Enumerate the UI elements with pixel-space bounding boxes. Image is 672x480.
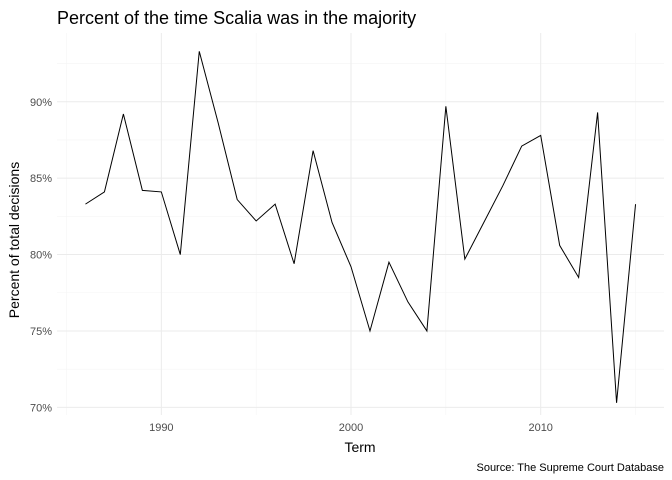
- data-point: [199, 51, 200, 52]
- data-point: [350, 266, 351, 267]
- data-point: [331, 222, 332, 223]
- data-point: [237, 199, 238, 200]
- data-point: [578, 277, 579, 278]
- data-point: [426, 330, 427, 331]
- data-point: [218, 123, 219, 124]
- y-tick-label: 75%: [30, 326, 52, 338]
- data-point: [104, 191, 105, 192]
- data-point: [483, 222, 484, 223]
- chart-title: Percent of the time Scalia was in the ma…: [57, 8, 416, 28]
- y-axis-ticks: 70% 75% 80% 85% 90%: [30, 97, 52, 415]
- data-point: [161, 191, 162, 192]
- data-point: [85, 204, 86, 205]
- chart-caption: Source: The Supreme Court Database: [476, 462, 664, 474]
- y-tick-label: 90%: [30, 97, 52, 109]
- x-tick-label: 2000: [339, 422, 363, 434]
- data-point: [445, 106, 446, 107]
- data-points: [85, 51, 636, 404]
- y-axis-title: Percent of total decisions: [6, 162, 22, 318]
- x-tick-label: 2010: [528, 422, 552, 434]
- data-point: [123, 113, 124, 114]
- data-point: [521, 145, 522, 146]
- y-tick-label: 80%: [30, 250, 52, 262]
- data-point: [559, 245, 560, 246]
- data-point: [616, 402, 617, 403]
- data-point: [180, 254, 181, 255]
- data-point: [388, 262, 389, 263]
- y-tick-label: 85%: [30, 173, 52, 185]
- data-point: [142, 190, 143, 191]
- data-point: [275, 204, 276, 205]
- data-point: [256, 220, 257, 221]
- y-tick-label: 70%: [30, 402, 52, 414]
- x-axis-title: Term: [344, 439, 375, 455]
- data-point: [369, 330, 370, 331]
- x-axis-ticks: 1990 2000 2010: [149, 422, 553, 434]
- data-point: [502, 185, 503, 186]
- data-point: [464, 259, 465, 260]
- gridlines: [57, 33, 664, 415]
- data-point: [635, 204, 636, 205]
- data-point: [294, 263, 295, 264]
- data-point: [312, 150, 313, 151]
- data-point: [597, 112, 598, 113]
- data-point: [540, 135, 541, 136]
- data-point: [407, 301, 408, 302]
- x-tick-label: 1990: [149, 422, 173, 434]
- series-line: [85, 51, 637, 403]
